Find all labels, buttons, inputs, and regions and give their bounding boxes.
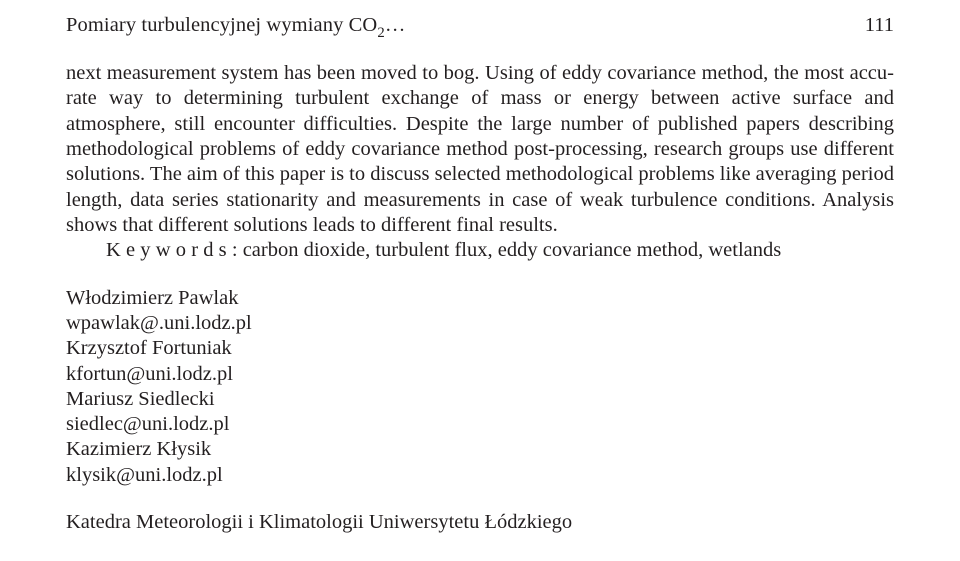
abstract-paragraph: next measurement system has been moved t… <box>66 61 894 238</box>
keywords-text: carbon dioxide, turbulent flux, eddy cov… <box>243 239 782 261</box>
running-title-subscript: 2 <box>377 25 384 41</box>
author-email: kfortun@uni.lodz.pl <box>66 362 894 387</box>
running-head: Pomiary turbulencyjnej wymiany CO2… 111 <box>66 14 894 41</box>
page-number: 111 <box>865 14 894 37</box>
author-email: klysik@uni.lodz.pl <box>66 463 894 488</box>
abstract-text: - <box>887 62 894 84</box>
author-name: Włodzimierz Pawlak <box>66 286 894 311</box>
author-email: wpawlak@.uni.lodz.pl <box>66 311 894 336</box>
running-title: Pomiary turbulencyjnej wymiany CO2… <box>66 14 405 41</box>
running-title-prefix: Pomiary turbulencyjnej wymiany CO <box>66 14 377 36</box>
authors-block: Włodzimierz Pawlak wpawlak@.uni.lodz.pl … <box>66 286 894 489</box>
author-name: Kazimierz Kłysik <box>66 437 894 462</box>
keywords-label: Keywords <box>106 239 232 261</box>
author-name: Krzysztof Fortuniak <box>66 336 894 361</box>
author-entry: Włodzimierz Pawlak wpawlak@.uni.lodz.pl <box>66 286 894 337</box>
abstract-text: different solutions leads to different f… <box>158 214 557 236</box>
page: Pomiary turbulencyjnej wymiany CO2… 111 … <box>0 0 960 561</box>
keywords-separator: : <box>232 239 243 261</box>
abstract-block: next measurement system has been moved t… <box>66 61 894 264</box>
author-entry: Kazimierz Kłysik klysik@uni.lodz.pl <box>66 437 894 488</box>
running-title-suffix: … <box>385 14 406 36</box>
abstract-text: next measurement system has been moved t… <box>66 62 887 84</box>
affiliation: Katedra Meteorologii i Klimatologii Uniw… <box>66 510 894 535</box>
author-email: siedlec@uni.lodz.pl <box>66 412 894 437</box>
keywords-line: Keywords: carbon dioxide, turbulent flux… <box>66 238 894 263</box>
author-entry: Krzysztof Fortuniak kfortun@uni.lodz.pl <box>66 336 894 387</box>
author-entry: Mariusz Siedlecki siedlec@uni.lodz.pl <box>66 387 894 438</box>
author-name: Mariusz Siedlecki <box>66 387 894 412</box>
